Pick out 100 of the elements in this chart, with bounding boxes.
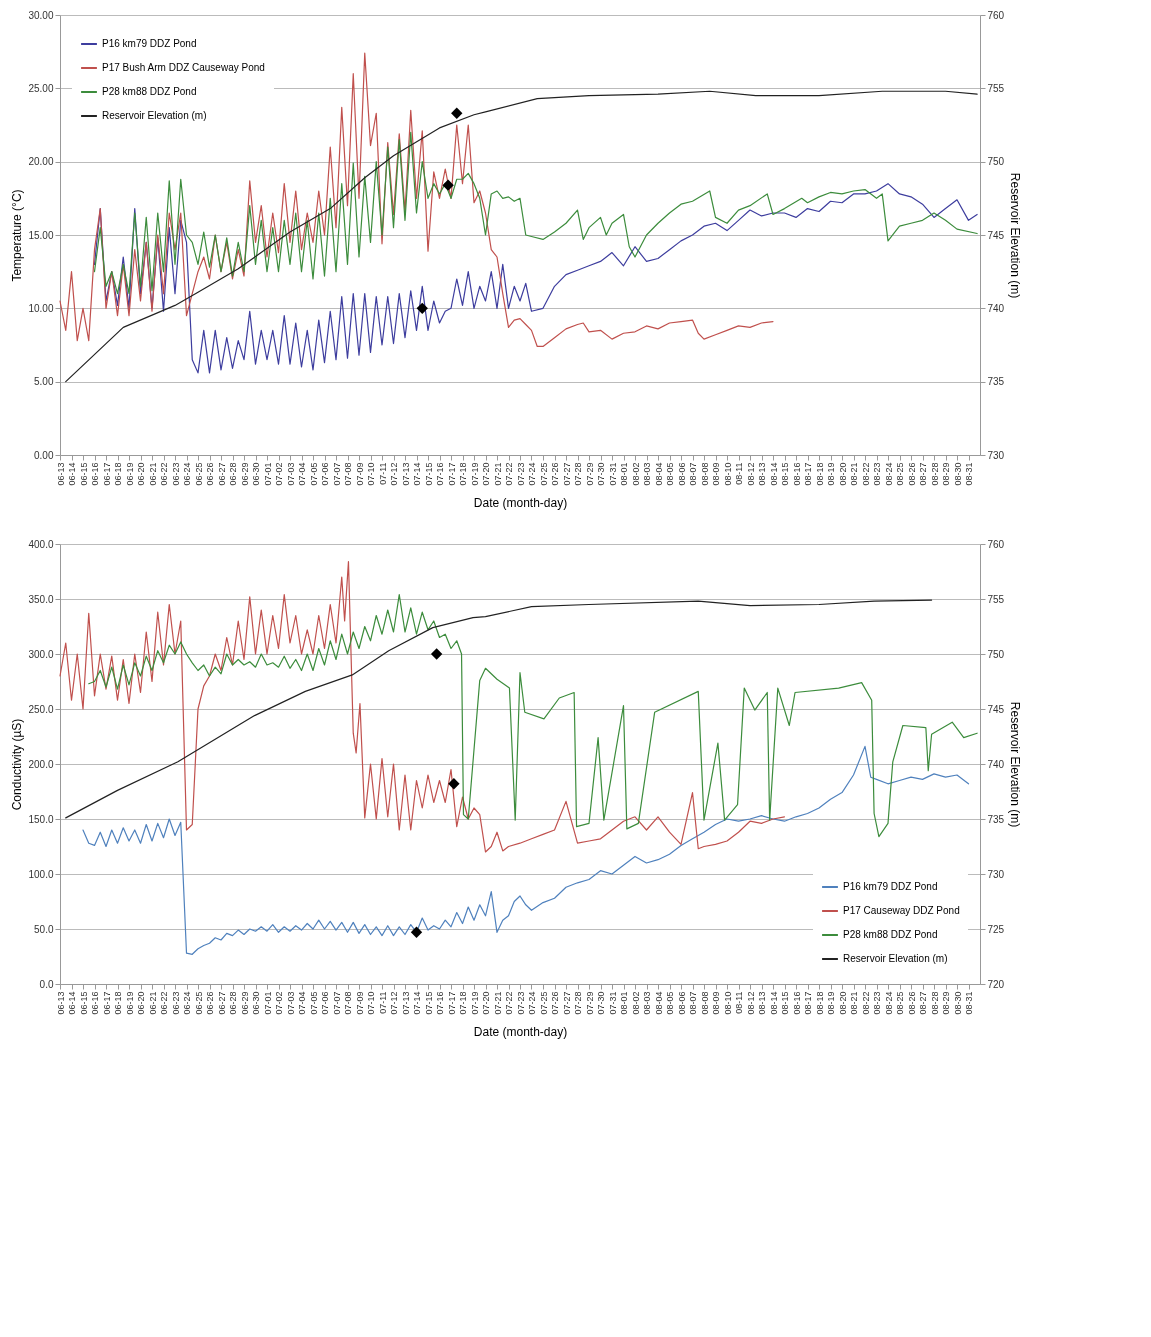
x-tick-label: 07-01 <box>262 462 273 486</box>
x-tick-label: 08-09 <box>711 991 721 1015</box>
x-tick-label: 07-19 <box>469 991 480 1015</box>
x-tick-label: 06-27 <box>216 991 227 1015</box>
y2-tick-label: 735 <box>987 813 1005 825</box>
x-tick-label: 08-06 <box>676 462 687 486</box>
x-tick-label: 06-18 <box>113 462 123 486</box>
x-tick-label: 08-04 <box>653 991 664 1015</box>
x-tick-label: 07-25 <box>538 462 549 486</box>
x-tick-label: 07-13 <box>400 991 411 1015</box>
x-tick-label: 07-14 <box>412 462 422 486</box>
x-tick-label: 08-23 <box>872 462 882 486</box>
x-tick-label: 07-30 <box>596 462 606 486</box>
x-tick-label: 08-28 <box>929 462 940 486</box>
y2-tick-label: 735 <box>987 376 1005 388</box>
y-tick-label: 400.0 <box>28 538 54 550</box>
x-tick-label: 08-05 <box>665 462 675 486</box>
x-tick-label: 06-13 <box>55 991 66 1015</box>
x-tick-label: 08-02 <box>630 462 641 486</box>
x-tick-label: 08-13 <box>757 462 767 486</box>
x-tick-label: 06-29 <box>239 462 250 486</box>
x-tick-label: 08-20 <box>837 462 848 486</box>
x-tick-label: 08-07 <box>688 462 698 486</box>
x-tick-label: 07-15 <box>423 991 434 1015</box>
x-tick-label: 07-19 <box>469 462 480 486</box>
x-tick-label: 08-14 <box>768 991 779 1015</box>
x-tick-label: 08-22 <box>860 991 871 1015</box>
x-tick-label: 07-21 <box>492 991 503 1015</box>
x-tick-label: 06-24 <box>182 462 192 486</box>
y-tick-label: 15.00 <box>28 229 54 241</box>
x-tick-label: 08-01 <box>619 462 629 486</box>
legend-label: P17 Causeway DDZ Pond <box>843 905 960 916</box>
y2-tick-label: 740 <box>987 302 1005 314</box>
x-tick-label: 08-11 <box>734 462 744 485</box>
y2-tick-label: 730 <box>987 868 1005 880</box>
y-tick-label: 0.00 <box>34 449 54 461</box>
y2-tick-label: 755 <box>987 82 1005 94</box>
x-tick-label: 08-19 <box>826 991 836 1015</box>
x-tick-label: 07-02 <box>274 991 284 1015</box>
x-tick-label: 07-24 <box>527 462 537 486</box>
y-tick-label: 5.00 <box>34 376 54 388</box>
x-tick-label: 08-25 <box>895 462 905 486</box>
x-tick-label: 08-29 <box>941 991 951 1015</box>
x-tick-label: 07-26 <box>550 991 560 1015</box>
x-tick-label: 07-17 <box>446 462 457 486</box>
x-tick-label: 06-14 <box>67 462 77 486</box>
x-tick-label: 06-25 <box>193 462 204 486</box>
x-tick-label: 08-25 <box>895 991 905 1015</box>
x-tick-label: 06-24 <box>182 991 192 1015</box>
x-tick-label: 08-29 <box>941 462 951 486</box>
y2-tick-label: 755 <box>987 593 1005 605</box>
x-tick-label: 07-11 <box>377 462 388 485</box>
x-tick-label: 07-24 <box>527 991 537 1015</box>
x-tick-label: 06-17 <box>101 991 112 1015</box>
x-tick-label: 07-11 <box>377 991 388 1014</box>
y2-axis-title: Reservoir Elevation (m) <box>1008 172 1023 299</box>
x-tick-label: 08-11 <box>734 991 744 1014</box>
y2-axis-title: Reservoir Elevation (m) <box>1008 701 1023 828</box>
x-tick-label: 08-01 <box>619 991 629 1015</box>
x-tick-label: 08-18 <box>814 462 825 486</box>
x-tick-label: 06-15 <box>78 462 89 486</box>
x-tick-label: 07-15 <box>423 462 434 486</box>
x-tick-label: 08-15 <box>780 991 790 1015</box>
x-tick-label: 06-25 <box>193 991 204 1015</box>
y2-tick-label: 725 <box>987 923 1005 935</box>
x-tick-label: 08-10 <box>722 991 733 1015</box>
x-tick-label: 07-28 <box>573 462 583 486</box>
x-tick-label: 07-20 <box>481 991 491 1015</box>
x-tick-label: 06-13 <box>55 462 66 486</box>
x-tick-label: 06-28 <box>228 991 238 1015</box>
x-tick-label: 07-22 <box>504 462 514 486</box>
x-tick-label: 08-09 <box>711 462 721 486</box>
x-tick-label: 08-03 <box>642 991 652 1015</box>
x-tick-label: 07-06 <box>320 991 330 1015</box>
x-tick-label: 08-19 <box>826 462 836 486</box>
x-tick-label: 08-02 <box>630 991 641 1015</box>
x-tick-label: 07-12 <box>389 462 399 486</box>
y-tick-label: 300.0 <box>28 648 54 660</box>
x-tick-label: 07-18 <box>458 462 468 486</box>
x-tick-label: 06-20 <box>136 991 146 1015</box>
x-tick-label: 06-16 <box>90 462 100 486</box>
x-tick-label: 06-26 <box>205 462 215 486</box>
y-tick-label: 350.0 <box>28 593 54 605</box>
x-tick-label: 06-17 <box>101 462 112 486</box>
x-tick-label: 07-03 <box>285 462 296 486</box>
x-axis-title: Date (month-day) <box>473 495 568 510</box>
x-tick-label: 08-24 <box>883 991 894 1015</box>
x-tick-label: 07-30 <box>596 991 606 1015</box>
x-tick-label: 07-16 <box>435 462 445 486</box>
x-tick-label: 08-31 <box>964 991 974 1015</box>
x-tick-label: 07-10 <box>366 462 376 486</box>
x-tick-label: 08-03 <box>642 462 652 486</box>
x-tick-label: 07-29 <box>584 991 595 1015</box>
y-tick-label: 20.00 <box>28 156 54 168</box>
x-tick-label: 08-22 <box>860 462 871 486</box>
y2-tick-label: 750 <box>987 648 1005 660</box>
x-tick-label: 08-14 <box>768 462 779 486</box>
x-tick-label: 07-05 <box>308 991 319 1015</box>
x-tick-label: 06-19 <box>124 462 135 486</box>
x-tick-label: 07-17 <box>446 991 457 1015</box>
